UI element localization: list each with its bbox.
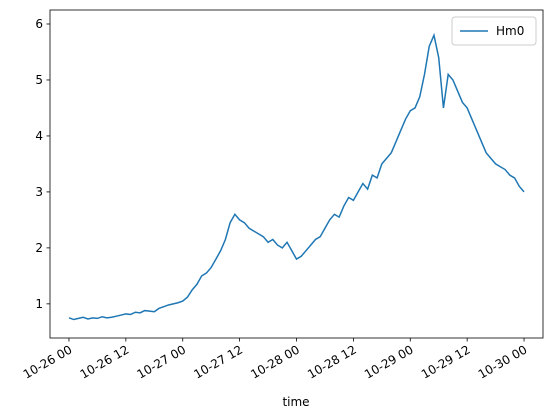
y-tick-label: 2: [35, 241, 43, 255]
legend-box: [451, 16, 537, 46]
y-tick-label: 3: [35, 185, 43, 199]
x-tick-label: 10-29 12: [419, 342, 473, 381]
line: [68, 32, 525, 321]
x-tick-label: 10-26 00: [21, 342, 75, 381]
y-tick-label: 6: [35, 17, 43, 31]
y-tick-label: 5: [35, 73, 43, 87]
legend-label: Hm0: [496, 24, 524, 38]
x-tick-label: 10-29 00: [362, 342, 416, 381]
x-tick-label: 10-26 12: [78, 342, 132, 381]
x-tick-label: 10-28 00: [248, 342, 302, 381]
y-tick-label: 1: [35, 297, 43, 311]
x-tick-label: 10-28 12: [305, 342, 359, 381]
plot-frame: [49, 9, 544, 339]
x-tick-label: 10-30 00: [476, 342, 530, 381]
x-axis-label: time: [282, 395, 309, 409]
y-tick-label: 4: [35, 129, 43, 143]
x-tick-label: 10-27 12: [191, 342, 245, 381]
x-tick-label: 10-27 00: [135, 342, 189, 381]
